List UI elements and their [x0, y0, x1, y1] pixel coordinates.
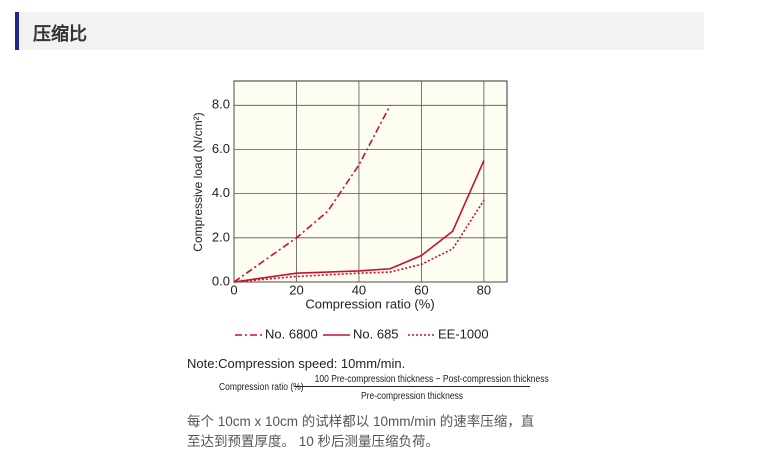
- series-line: [233, 199, 485, 283]
- plot-area: [233, 80, 508, 283]
- series-line: [233, 104, 391, 283]
- x-tick-label: 40: [352, 282, 366, 297]
- note: Note:Compression speed: 10mm/min.: [187, 356, 405, 371]
- series-line: [233, 160, 485, 283]
- legend-label: EE-1000: [438, 326, 489, 341]
- x-tick-label: 20: [289, 282, 303, 297]
- legend-label: No. 6800: [265, 326, 318, 341]
- denominator-text: Pre-compression thickness: [360, 391, 464, 402]
- section-header: 压缩比: [15, 12, 704, 50]
- y-tick-label: 6.0: [212, 141, 230, 156]
- section-title: 压缩比: [33, 24, 87, 44]
- note-label: Note:: [187, 356, 219, 371]
- y-axis-title: Compressive load (N/cm²): [191, 112, 205, 251]
- y-tick-label: 2.0: [212, 229, 230, 244]
- formula-denominator: Pre-compression thickness: [294, 391, 530, 402]
- y-tick-label: 0.0: [212, 273, 230, 288]
- x-tick-label: 80: [477, 282, 491, 297]
- x-tick-label: 0: [230, 282, 237, 297]
- description: 每个 10cm x 10cm 的试样都以 10mm/min 的速率压缩，直至达到…: [187, 414, 535, 449]
- numerator-text: 100 Pre-compression thickness − Post-com…: [314, 374, 549, 385]
- formula-numerator: 100 Pre-compression thickness − Post-com…: [294, 374, 549, 387]
- y-tick-label: 4.0: [212, 185, 230, 200]
- legend-label: No. 685: [353, 326, 399, 341]
- y-tick-label: 8.0: [212, 97, 230, 112]
- x-axis-title: Compression ratio (%): [305, 296, 434, 311]
- x-tick-label: 60: [414, 282, 428, 297]
- formula-lhs: Compression ratio (%): [219, 382, 304, 393]
- note-text: Compression speed: 10mm/min.: [218, 356, 406, 371]
